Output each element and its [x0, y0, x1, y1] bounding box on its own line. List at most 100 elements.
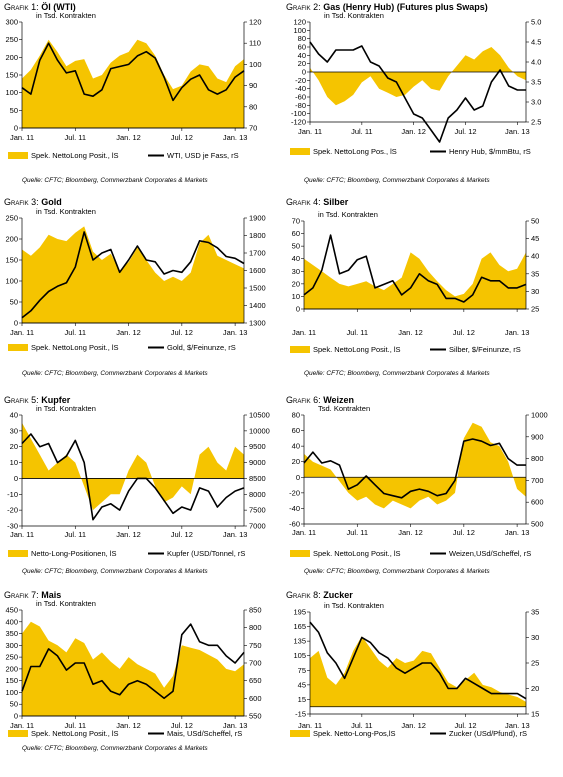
x-tick-label: Jul. 11 [347, 528, 369, 537]
chart-source-note: Quelle: CFTC; Bloomberg, Commerzbank Cor… [304, 370, 490, 377]
right-tick-label: 3.5 [531, 78, 541, 87]
legend-area-label: Spek. NettoLong Posit., lS [31, 151, 119, 160]
left-tick-label: 0 [14, 712, 18, 721]
left-tick-label: 40 [292, 254, 300, 263]
chart-number-label: Grafik 5: [4, 395, 39, 405]
x-tick-label: Jul. 11 [65, 530, 87, 539]
x-tick-label: Jul. 11 [65, 328, 87, 337]
left-tick-label: 40 [298, 51, 306, 60]
left-tick-label: -30 [7, 522, 18, 531]
chart-panel-silber: Grafik 4: Silber in Tsd. Kontrakten 0 10 20… [282, 195, 563, 384]
right-tick-label: 30 [531, 633, 539, 642]
left-tick-label: 400 [5, 617, 18, 626]
x-tick-label: Jan. 13 [505, 528, 530, 537]
unit-label: in Tsd. Kontrakten [318, 210, 378, 219]
right-tick-label: 1000 [531, 411, 548, 420]
line-series [21, 231, 245, 319]
left-tick-label: -20 [289, 488, 300, 497]
right-tick-label: 70 [249, 124, 257, 133]
left-tick-label: -40 [289, 504, 300, 513]
chart-weizen-svg: Tsd. Kontrakten -60 -40 -20 0 20 40 60 80 500 600 7… [289, 404, 548, 558]
left-tick-label: 120 [293, 18, 306, 27]
left-tick-label: -20 [7, 506, 18, 515]
chart-title-text: Öl (WTI) [41, 2, 76, 12]
left-tick-label: 20 [10, 442, 18, 451]
x-tick-label: Jan. 12 [116, 721, 141, 730]
area-series [22, 422, 244, 511]
x-tick-label: Jan. 11 [10, 328, 34, 337]
left-tick-label: 50 [10, 106, 18, 115]
x-tick-label: Jul. 12 [453, 528, 475, 537]
right-tick-label: 600 [249, 694, 262, 703]
right-tick-label: 110 [249, 39, 261, 48]
left-tick-label: 250 [5, 653, 18, 662]
right-tick-label: 1300 [249, 319, 266, 328]
left-tick-label: 135 [293, 637, 306, 646]
chart-number-label: Grafik 1: [4, 2, 39, 12]
x-tick-label: Jul. 11 [347, 328, 369, 337]
chart-panel-gold: Grafik 3: Gold in Tsd. Kontrakten 0 50 100 1… [0, 195, 282, 384]
chart-panel-zucker: Grafik 8: Zucker in Tsd. Kontrakten -15 15… [282, 588, 563, 777]
legend-line-label: Mais, USd/Scheffel, rS [167, 729, 242, 738]
legend-area-swatch [8, 730, 28, 737]
area-series [22, 39, 244, 129]
x-tick-label: Jan. 12 [398, 528, 423, 537]
left-tick-label: 30 [292, 267, 300, 276]
left-tick-label: -60 [295, 93, 306, 102]
legend-line-label: Weizen,USd/Scheffel, rS [449, 549, 531, 558]
left-tick-label: -10 [7, 490, 18, 499]
chart-mais-svg: in Tsd. Kontrakten 0 50 100 150 200 250 300 350 4… [5, 599, 262, 738]
x-tick-label: Jan. 12 [401, 721, 426, 730]
left-tick-label: 150 [5, 676, 18, 685]
right-tick-label: 5.0 [531, 18, 541, 27]
right-tick-label: 1400 [249, 301, 266, 310]
right-tick-label: 550 [249, 712, 262, 721]
chart-title-text: Zucker [323, 590, 353, 600]
left-tick-label: 75 [298, 666, 306, 675]
left-tick-label: 105 [293, 651, 306, 660]
legend-area-swatch [290, 730, 310, 737]
x-tick-label: Jan. 11 [10, 721, 34, 730]
chart-title: Grafik 1: Öl (WTI) [4, 2, 76, 12]
left-tick-label: 40 [292, 442, 300, 451]
right-tick-label: 100 [249, 60, 262, 69]
left-tick-label: 0 [14, 124, 18, 133]
left-tick-label: 0 [296, 473, 300, 482]
chart-panel-oel: Grafik 1: Öl (WTI) in Tsd. Kontrakten 0 50… [0, 0, 282, 189]
legend-area-label: Spek. NettoLong Posit., lS [313, 345, 401, 354]
chart-source-note: Quelle: CFTC; Bloomberg, Commerzbank Cor… [22, 568, 208, 575]
right-tick-label: 25 [531, 659, 539, 668]
legend-line-label: Henry Hub, $/mmBtu, rS [449, 147, 531, 156]
x-tick-label: Jul. 11 [65, 133, 87, 142]
area-series [22, 226, 244, 323]
right-tick-label: 2.5 [531, 118, 541, 127]
legend-line-label: Gold, $/Feinunze, rS [167, 343, 236, 352]
x-tick-label: Jul. 12 [453, 328, 475, 337]
left-tick-label: 200 [5, 664, 18, 673]
chart-title-text: Gold [41, 197, 62, 207]
right-tick-label: 1900 [249, 214, 266, 223]
left-tick-label: 45 [298, 680, 306, 689]
right-tick-label: 1800 [249, 231, 266, 240]
left-tick-label: 50 [10, 298, 18, 307]
x-tick-label: Jul. 12 [171, 530, 193, 539]
chart-oel-svg: in Tsd. Kontrakten 0 50 100 150 200 250 300 70 80… [5, 11, 262, 160]
area-series [310, 636, 526, 707]
line-series [21, 623, 245, 700]
left-tick-label: 70 [292, 217, 300, 226]
right-tick-label: 90 [249, 81, 257, 90]
line-series [21, 42, 245, 102]
chart-panel-kupfer: Grafik 5: Kupfer in Tsd. Kontrakten -30 -2… [0, 393, 282, 582]
right-tick-label: 500 [531, 520, 544, 529]
right-tick-label: 3.0 [531, 98, 541, 107]
left-tick-label: 150 [5, 71, 18, 80]
x-tick-label: Jan. 13 [223, 133, 248, 142]
right-tick-label: 4.0 [531, 58, 541, 67]
x-tick-label: Jul. 12 [171, 133, 193, 142]
left-tick-label: 60 [292, 426, 300, 435]
chart-panel-mais: Grafik 7: Mais in Tsd. Kontrakten 0 50 100 1… [0, 588, 282, 777]
unit-label: in Tsd. Kontrakten [36, 599, 96, 608]
chart-panel-gas: Grafik 2: Gas (Henry Hub) (Futures plus … [282, 0, 563, 189]
left-tick-label: 80 [298, 34, 306, 43]
left-tick-label: 200 [5, 53, 18, 62]
